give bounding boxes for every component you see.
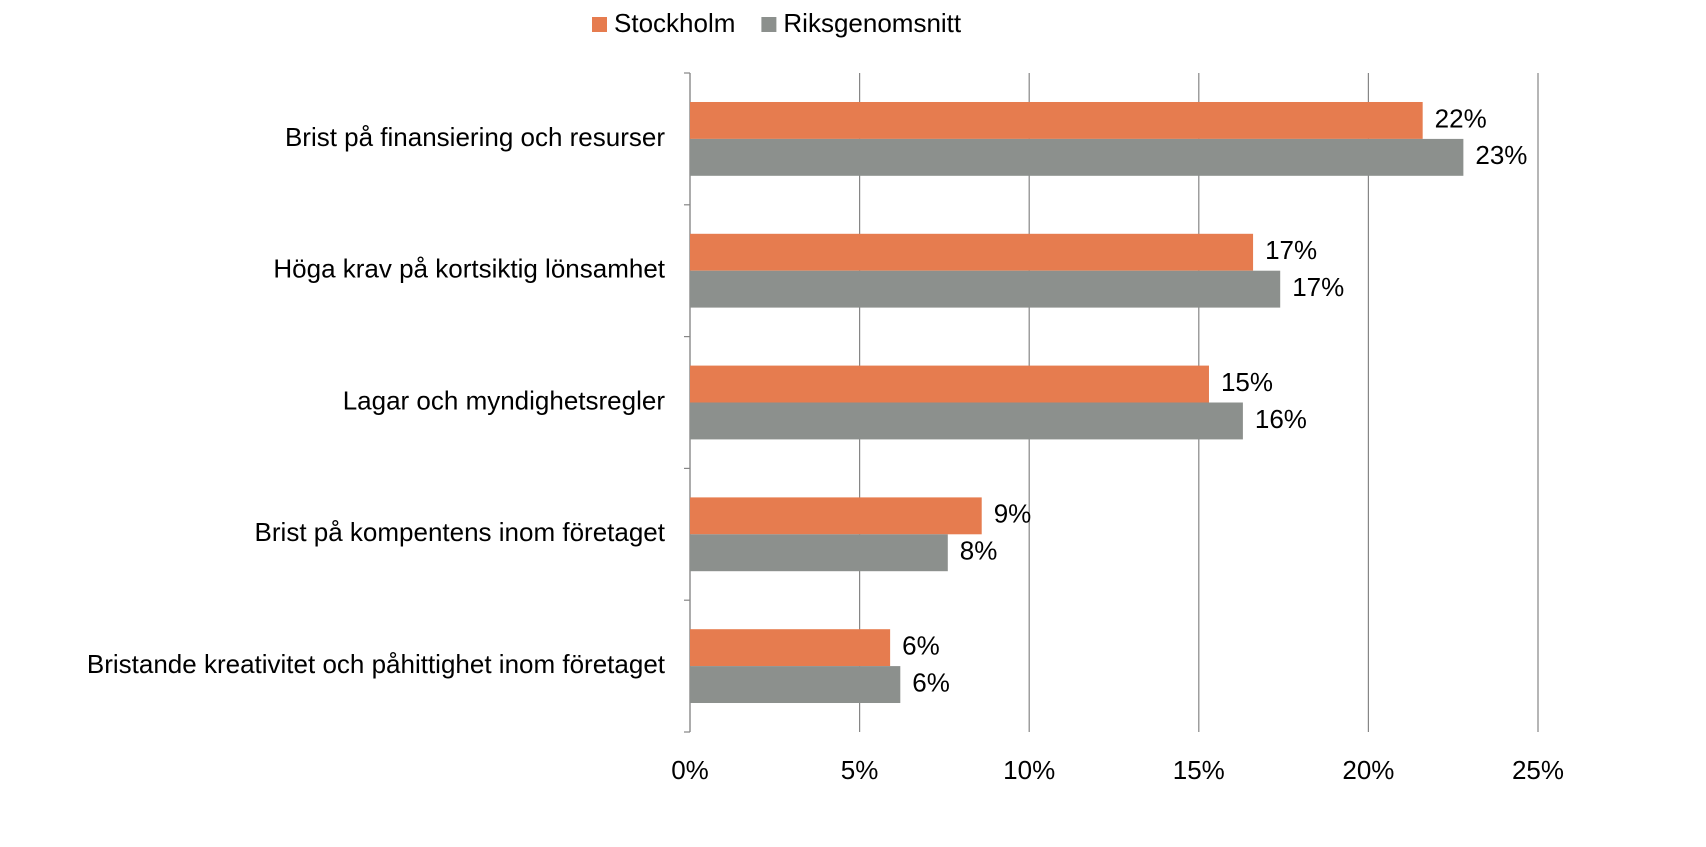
data-label: 8% (960, 536, 998, 566)
x-tick-label: 10% (1003, 755, 1055, 785)
x-tick-label: 5% (841, 755, 879, 785)
legend-swatch (592, 17, 607, 32)
bar (690, 270, 1281, 308)
data-label: 17% (1265, 235, 1317, 265)
legend-label: Stockholm (614, 8, 735, 38)
bar (690, 365, 1209, 403)
data-label: 15% (1221, 367, 1273, 397)
x-tick-label: 20% (1342, 755, 1394, 785)
data-label: 17% (1292, 272, 1344, 302)
y-tick-label: Brist på kompentens inom företaget (255, 517, 666, 547)
y-tick-label: Brist på finansiering och resurser (285, 122, 665, 152)
data-label: 22% (1435, 103, 1487, 133)
bar (690, 101, 1423, 139)
bar (690, 497, 982, 535)
data-label: 6% (902, 631, 940, 661)
bar (690, 666, 901, 704)
bar (690, 138, 1464, 176)
bar (690, 629, 891, 667)
x-tick-label: 0% (671, 755, 709, 785)
bar (690, 233, 1254, 271)
x-tick-label: 15% (1173, 755, 1225, 785)
legend-swatch (761, 17, 777, 32)
bar (690, 534, 948, 572)
y-tick-label: Bristande kreativitet och påhittighet in… (87, 649, 666, 679)
data-label: 6% (912, 667, 950, 697)
bar (690, 402, 1243, 440)
legend-label: Riksgenomsnitt (783, 8, 962, 38)
x-tick-label: 25% (1512, 755, 1564, 785)
data-label: 16% (1255, 404, 1307, 434)
data-label: 9% (994, 499, 1032, 529)
data-label: 23% (1475, 140, 1527, 170)
y-tick-label: Höga krav på kortsiktig lönsamhet (273, 254, 665, 284)
y-tick-label: Lagar och myndighetsregler (343, 385, 666, 415)
